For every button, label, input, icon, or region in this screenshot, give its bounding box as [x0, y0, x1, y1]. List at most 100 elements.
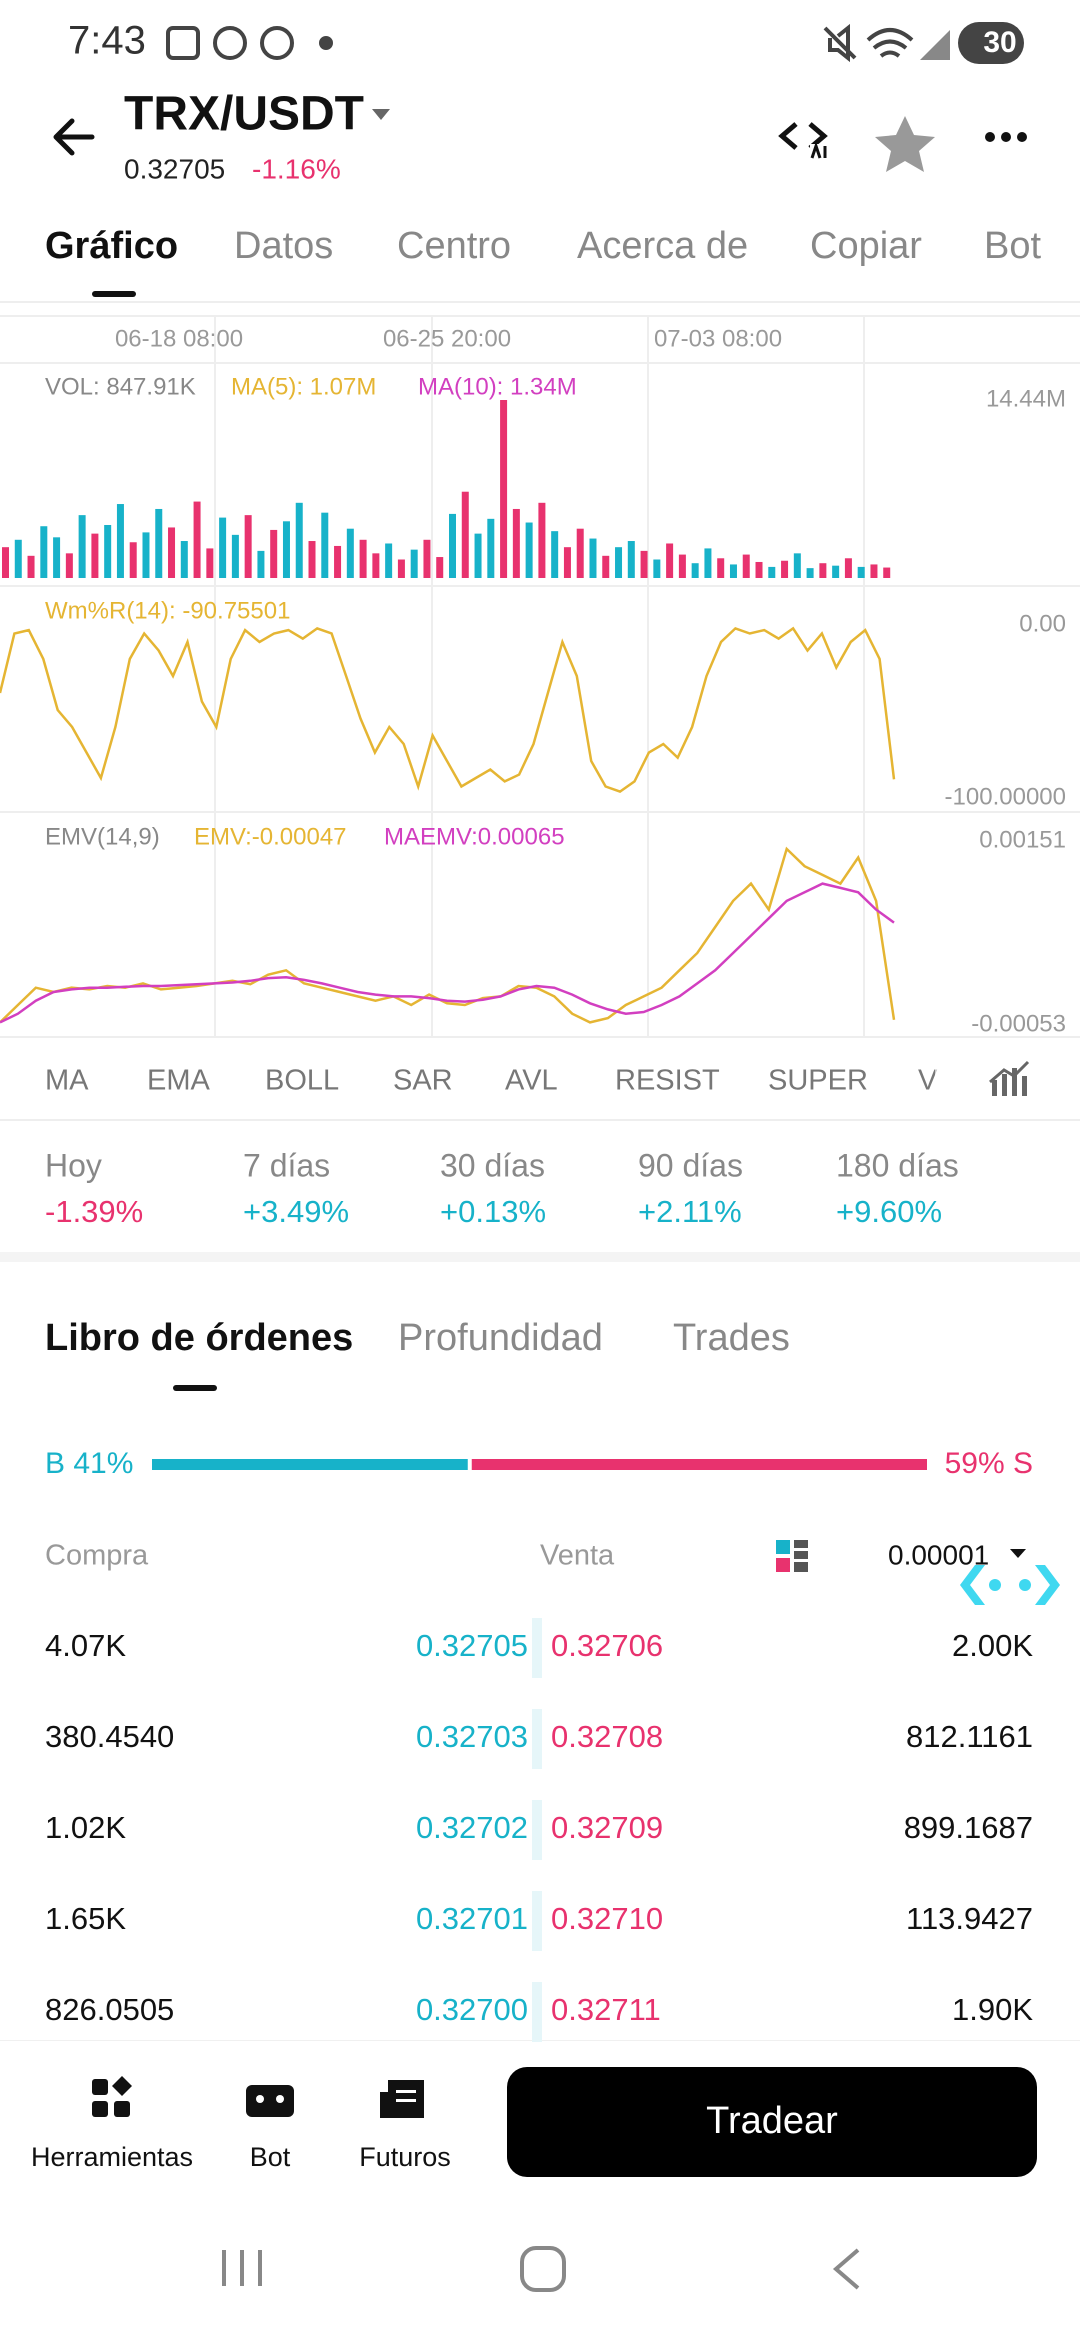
emv-line — [0, 846, 896, 1024]
volume-bar — [282, 521, 290, 578]
volume-bar — [461, 491, 469, 578]
y-tick-label: -100.00000 — [945, 783, 1066, 810]
volume-bar — [500, 400, 508, 578]
nav-label[interactable]: Herramientas — [31, 2142, 193, 2172]
volume-bar — [91, 533, 99, 578]
volume-bar — [512, 508, 520, 578]
volume-bar — [40, 526, 48, 578]
indicator-tab[interactable]: RESIST — [615, 1065, 720, 1097]
tab[interactable]: Gráfico — [45, 225, 178, 267]
futures-icon[interactable] — [380, 2080, 424, 2118]
bid-amount: 4.07K — [45, 1628, 126, 1663]
indicator-tab[interactable]: V — [918, 1065, 938, 1097]
volume-bar — [116, 504, 124, 578]
pair-name[interactable]: TRX/USDT — [124, 88, 364, 141]
y-tick-label: -0.00053 — [971, 1010, 1066, 1037]
volume-bar — [819, 563, 827, 578]
tab[interactable]: Centro — [397, 225, 511, 267]
bid-price: 0.32702 — [416, 1810, 528, 1845]
system-back[interactable] — [832, 2248, 860, 2290]
volume-bar — [742, 554, 750, 578]
volume-bar — [219, 517, 227, 578]
indicator-tab[interactable]: SUPER — [768, 1065, 868, 1097]
status-icons — [166, 23, 950, 63]
bot-icon[interactable] — [246, 2085, 294, 2117]
more-button[interactable] — [985, 132, 1027, 142]
volume-bar — [781, 560, 789, 578]
trade-label[interactable]: Tradear — [706, 2100, 838, 2142]
layout-toggle[interactable] — [776, 1540, 808, 1572]
recent-apps[interactable] — [222, 2250, 262, 2286]
volume-bar — [627, 541, 635, 578]
tab[interactable]: Bot — [984, 225, 1041, 267]
pair-dropdown[interactable] — [372, 109, 390, 120]
precision[interactable]: 0.00001 — [888, 1539, 989, 1570]
nav-label[interactable]: Bot — [250, 2142, 291, 2172]
x-date-label: 06-18 08:00 — [115, 325, 243, 352]
fade — [935, 1060, 975, 1104]
volume-bar — [806, 568, 814, 578]
ask-amount: 812.1161 — [906, 1719, 1033, 1754]
indicator-tab[interactable]: BOLL — [265, 1065, 339, 1097]
volume-bar — [525, 522, 533, 578]
volume-bar — [334, 545, 342, 578]
status-time: 7:43 — [68, 19, 146, 63]
system-nav — [222, 2246, 860, 2292]
volume-bar — [257, 550, 265, 578]
volume-bar — [793, 553, 801, 578]
emv-label: EMV:-0.00047 — [194, 823, 347, 850]
volume-bar — [359, 539, 367, 578]
orderbook-tab[interactable]: Libro de órdenes — [45, 1317, 353, 1359]
wr-label: Wm%R(14): -90.75501 — [45, 597, 290, 624]
volume-bar — [193, 501, 201, 578]
depth-bar — [532, 1800, 542, 1860]
volume-bar — [129, 542, 137, 578]
volume-bar — [832, 565, 840, 578]
indicator-tab[interactable]: SAR — [393, 1065, 453, 1097]
volume-bar — [372, 553, 380, 578]
emv-label: MAEMV:0.00065 — [384, 823, 565, 850]
favorite-button[interactable] — [875, 116, 935, 172]
sell-ratio: 59% S — [945, 1447, 1033, 1480]
ask-amount: 2.00K — [952, 1628, 1033, 1663]
tab[interactable]: Acerca de — [577, 225, 748, 267]
volume-bar — [231, 534, 239, 578]
chart-grid — [0, 315, 1080, 1038]
emv-label: EMV(14,9) — [45, 823, 160, 850]
volume-bar — [615, 547, 623, 578]
floating-widget[interactable] — [960, 1565, 1060, 1605]
orderbook-tab[interactable]: Trades — [673, 1317, 790, 1359]
tools-icon[interactable] — [92, 2076, 132, 2117]
emv-line — [0, 882, 895, 1024]
ask-price: 0.32708 — [551, 1719, 663, 1754]
volume-bar — [755, 561, 763, 578]
nav-label[interactable]: Futuros — [359, 2142, 451, 2172]
column-header: Compra — [45, 1540, 149, 1572]
volume-bar — [857, 566, 865, 578]
tab[interactable]: Copiar — [810, 225, 922, 267]
volume-bar — [474, 533, 482, 578]
indicator-tab[interactable]: AVL — [505, 1065, 558, 1097]
period-change: -1.39% — [45, 1194, 143, 1229]
indicator-tab[interactable]: EMA — [147, 1065, 211, 1097]
sell-ratio-bar — [471, 1459, 927, 1470]
tab[interactable]: Datos — [234, 225, 333, 267]
orderbook-tab[interactable]: Profundidad — [398, 1317, 603, 1359]
ai-button[interactable] — [778, 122, 832, 160]
indicator-tab[interactable]: MA — [45, 1065, 89, 1097]
period-label: Hoy — [45, 1147, 102, 1183]
volume-bar — [640, 550, 648, 578]
period-label: 180 días — [836, 1147, 959, 1183]
back-button[interactable] — [53, 118, 95, 156]
precision-dropdown[interactable] — [1010, 1549, 1026, 1558]
trade-button[interactable] — [507, 2067, 1037, 2177]
home-button[interactable] — [520, 2246, 566, 2292]
volume-label: MA(5): 1.07M — [231, 373, 376, 400]
period-change: +2.11% — [638, 1194, 742, 1229]
volume-bar — [295, 502, 303, 578]
period-change: +0.13% — [440, 1194, 546, 1229]
volume-bar — [27, 555, 35, 578]
y-tick-label: 0.00151 — [979, 826, 1066, 853]
indicator-settings[interactable] — [989, 1060, 1030, 1096]
